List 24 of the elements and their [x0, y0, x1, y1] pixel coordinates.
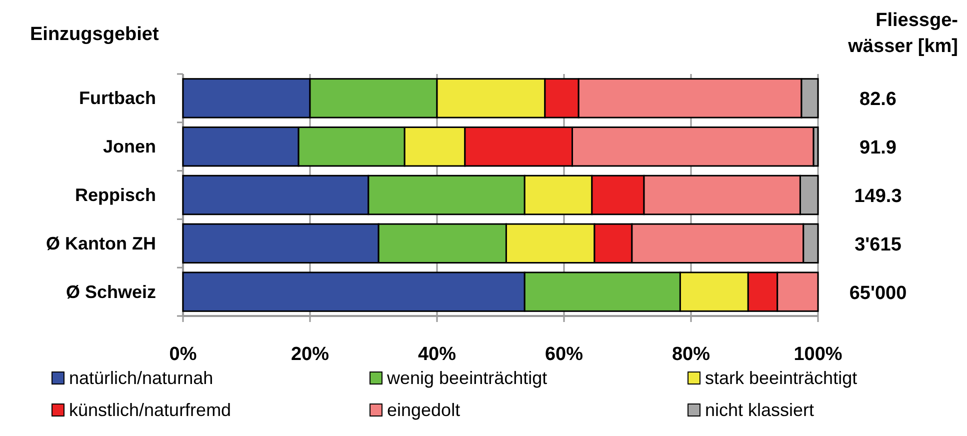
text: Fliessge- wässer [km] — [847, 10, 958, 57]
text: 149.3 — [854, 186, 902, 207]
text: 3'615 — [854, 234, 902, 256]
x-tick-label: 80% — [672, 344, 710, 365]
chart-title: Einzugsgebiet — [30, 24, 160, 45]
x-tick-label: 60% — [544, 344, 584, 365]
x-tick-label: 0% — [169, 344, 197, 365]
legend-label: stark beeinträchtigt — [705, 368, 858, 388]
y-tick-label: Reppisch — [74, 185, 156, 205]
legend-label: wenig beeinträchtigt — [386, 368, 548, 388]
legend-label: künstlich/naturfremd — [69, 400, 232, 420]
legend-label: nicht klassiert — [705, 400, 814, 420]
y-tick-label: Ø Kanton ZH — [46, 233, 156, 254]
text: 91.9 — [860, 138, 896, 159]
x-tick-label: 40% — [418, 344, 456, 365]
text: 82.6 — [860, 89, 896, 110]
legend-label: eingedolt — [387, 400, 460, 420]
text: 65'000 — [849, 282, 907, 304]
x-tick-label: 20% — [290, 344, 330, 365]
x-tick-label: 100% — [794, 344, 842, 365]
legend-label: natürlich/naturnah — [69, 368, 214, 388]
y-tick-label: Jonen — [102, 136, 156, 157]
y-tick-label: Furtbach — [78, 88, 156, 108]
y-tick-label: Ø Schweiz — [66, 282, 156, 302]
